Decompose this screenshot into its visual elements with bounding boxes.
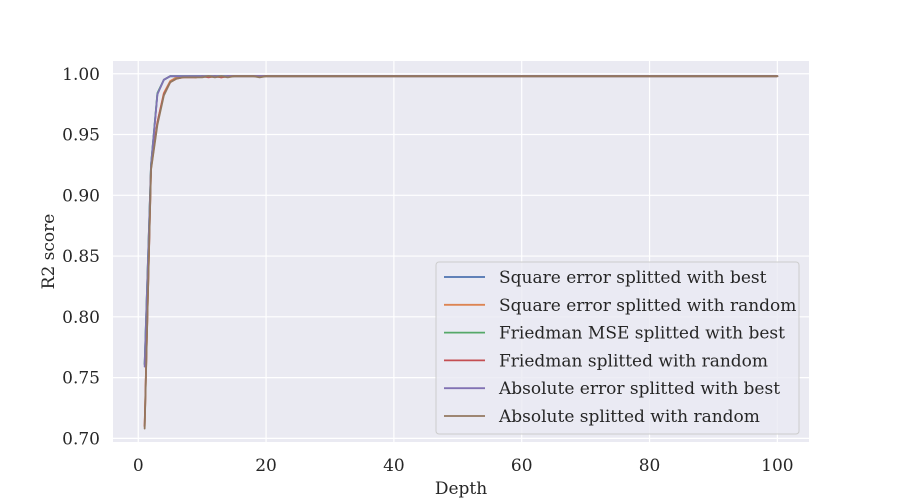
legend: Square error splitted with best Square er… <box>435 261 800 435</box>
x-tick-label: 20 <box>255 456 277 476</box>
y-tick-label: 0.85 <box>62 247 100 267</box>
x-axis-label: Depth <box>435 479 487 499</box>
y-tick-label: 0.70 <box>62 429 100 449</box>
x-tick-label: 60 <box>511 456 533 476</box>
grid-lines <box>113 61 809 442</box>
x-tick-label: 80 <box>639 456 661 476</box>
legend-entry-label: Absolute splitted with random <box>498 407 760 427</box>
x-tick-label: 0 <box>133 456 144 476</box>
y-axis-ticks: 0.70 0.75 0.80 0.85 0.90 0.95 1.00 <box>62 65 100 450</box>
x-tick-label: 40 <box>383 456 405 476</box>
y-tick-label: 0.80 <box>62 308 100 328</box>
y-tick-label: 0.90 <box>62 186 100 206</box>
legend-entry-label: Absolute error splitted with best <box>498 379 780 399</box>
y-tick-label: 0.75 <box>62 369 100 389</box>
x-axis-ticks: 0 20 40 60 80 100 <box>133 456 794 476</box>
legend-entry-label: Friedman MSE splitted with best <box>499 324 785 344</box>
legend-entry-label: Square error splitted with random <box>499 296 796 316</box>
legend-entry-label: Friedman splitted with random <box>499 351 768 371</box>
x-tick-label: 100 <box>761 456 793 476</box>
series-line-6 <box>143 75 779 430</box>
y-tick-label: 0.95 <box>62 126 100 146</box>
legend-box <box>435 261 800 435</box>
y-axis-label: R2 score <box>39 214 59 290</box>
series-lines <box>143 75 779 430</box>
legend-entry-label: Square error splitted with best <box>499 268 767 288</box>
y-tick-label: 1.00 <box>62 65 100 85</box>
